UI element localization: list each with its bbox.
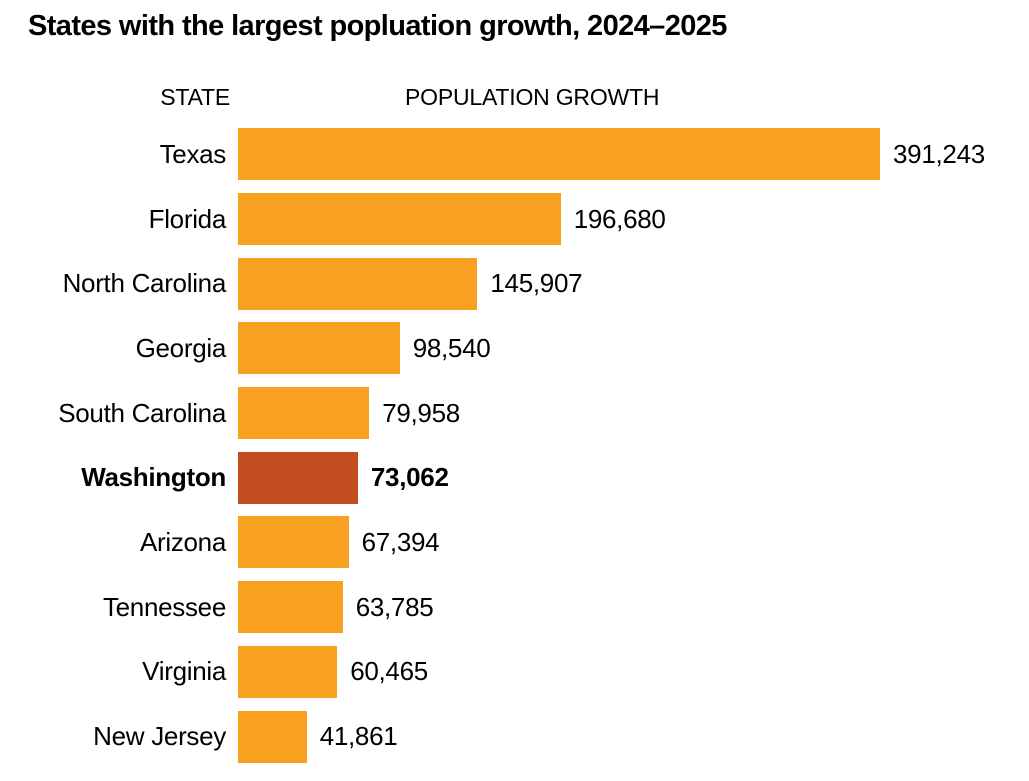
chart-row: Tennessee 63,785: [0, 575, 1029, 640]
bar: [238, 645, 338, 698]
chart-row: Georgia 98,540: [0, 316, 1029, 381]
value-label: 73,062: [370, 462, 449, 493]
bar: [238, 193, 561, 246]
value-label: 98,540: [412, 332, 491, 363]
bar: [238, 710, 307, 763]
value-label: 391,243: [893, 138, 985, 169]
value-label: 60,465: [350, 656, 428, 687]
chart-row: South Carolina 79,958: [0, 381, 1029, 446]
chart-row: North Carolina 145,907: [0, 251, 1029, 316]
state-label: Tennessee: [102, 591, 226, 622]
chart-title: States with the largest popluation growt…: [28, 10, 727, 42]
state-label: Virginia: [142, 656, 226, 687]
chart-row: Washington 73,062: [0, 445, 1029, 510]
state-label: North Carolina: [62, 268, 227, 299]
state-label: Texas: [159, 138, 227, 169]
bar: [238, 387, 370, 440]
state-label: New Jersey: [93, 721, 226, 752]
state-label: Washington: [81, 462, 226, 493]
chart-rows: Texas 391,243 Florida 196,680 North Carolina…: [0, 122, 1029, 769]
column-headers: STATE POPULATION GROWTH: [0, 84, 1029, 112]
chart-row: Arizona 67,394: [0, 510, 1029, 575]
chart-row: Florida 196,680: [0, 187, 1029, 252]
bar: [238, 581, 343, 634]
bar: [238, 257, 478, 310]
state-label: Georgia: [135, 332, 227, 363]
value-label: 145,907: [490, 268, 583, 299]
column-header-population-growth: POPULATION GROWTH: [405, 84, 660, 110]
bar: [238, 322, 400, 375]
value-label: 79,958: [382, 397, 460, 428]
column-header-state: STATE: [160, 84, 230, 110]
value-label: 196,680: [573, 203, 666, 234]
value-label: 41,861: [319, 721, 398, 752]
bar: [238, 516, 349, 569]
state-label: Arizona: [139, 526, 226, 557]
state-label: Florida: [148, 203, 227, 234]
chart-row: Texas 391,243: [0, 122, 1029, 187]
state-label: South Carolina: [58, 397, 226, 428]
chart-row: New Jersey 41,861: [0, 704, 1029, 769]
bar: [238, 128, 880, 181]
bar-highlighted: [238, 451, 358, 504]
value-label: 63,785: [355, 591, 434, 622]
chart-row: Virginia 60,465: [0, 640, 1029, 705]
value-label: 67,394: [361, 526, 440, 557]
